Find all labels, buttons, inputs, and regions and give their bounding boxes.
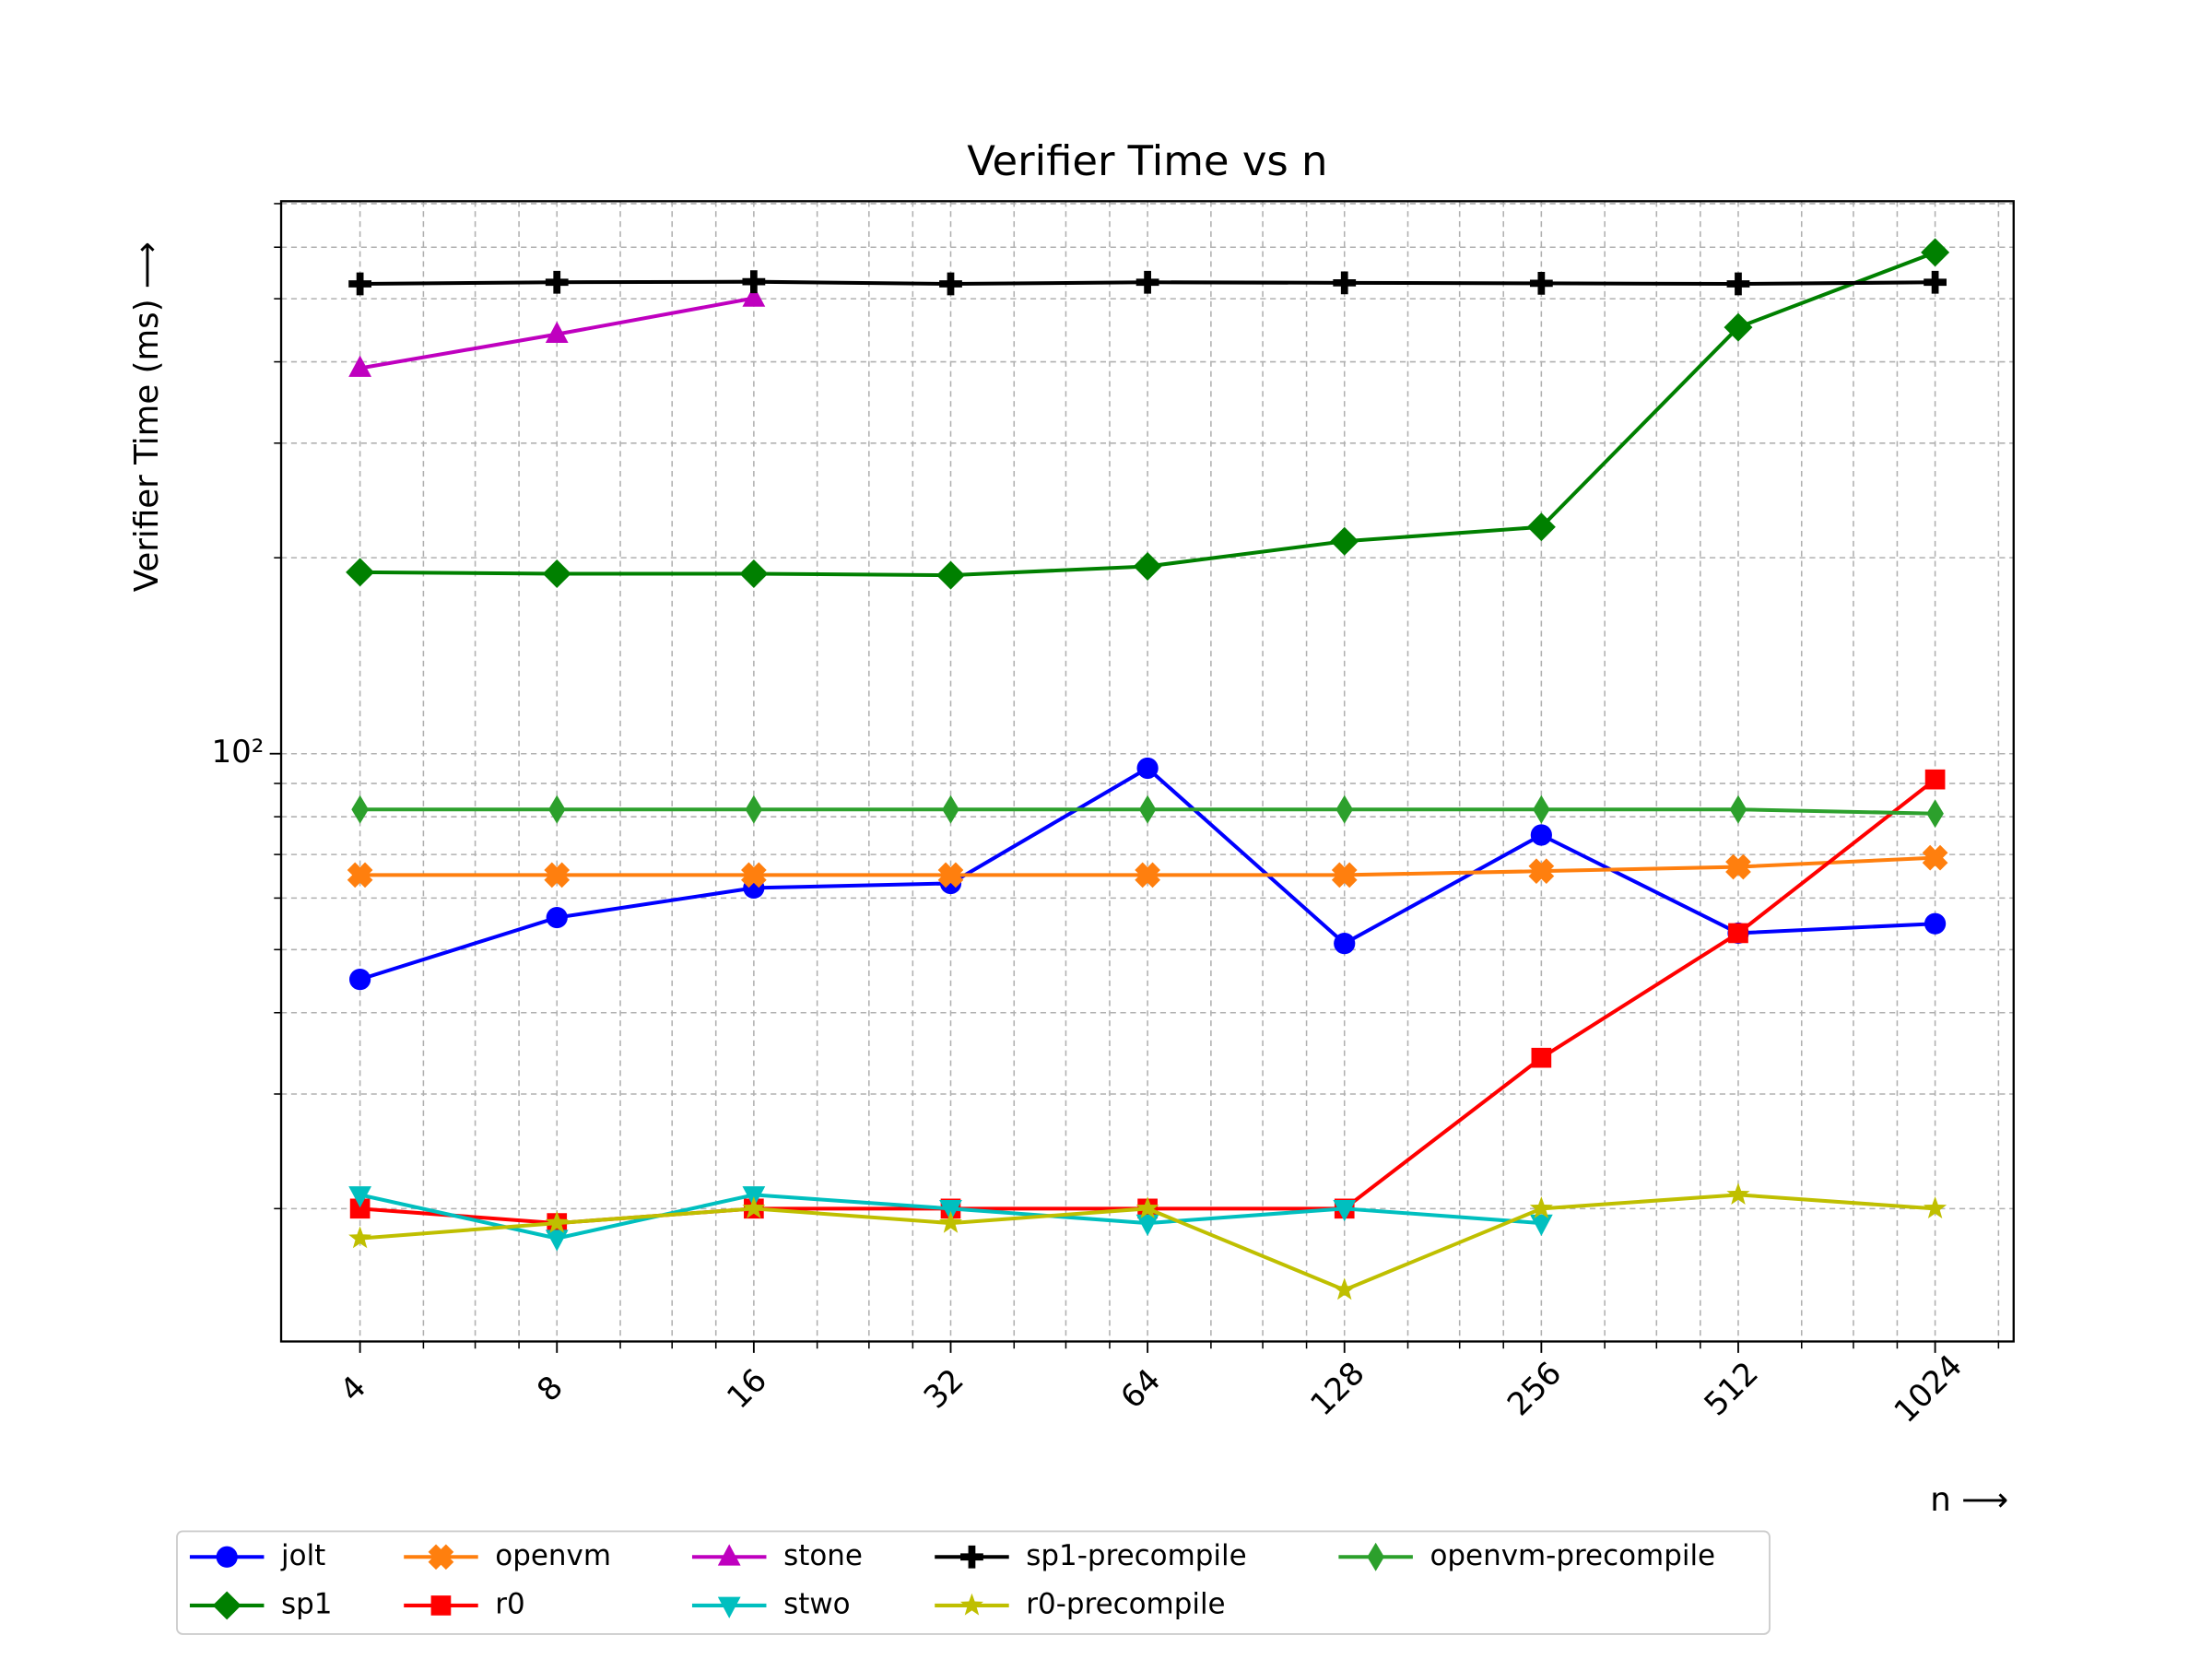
marker [348,1186,372,1208]
marker [1921,238,1950,267]
marker [1725,853,1751,880]
marker [348,355,372,377]
marker [1528,858,1555,885]
marker [1133,552,1162,581]
legend-marker [212,1591,241,1620]
marker [1135,270,1159,294]
legend-marker [717,1544,741,1566]
legend-marker [430,1595,452,1616]
x-tick-label: 32 [917,1362,971,1417]
marker [1330,526,1359,556]
marker [1529,272,1553,295]
y-axis-label: Verifier Time (ms) ⟶ [128,241,166,592]
plot-frame [279,200,2015,1343]
marker [347,862,373,888]
marker [1924,769,1946,790]
x-tick-label: 512 [1698,1355,1766,1423]
x-tick-label: 4 [334,1369,374,1409]
marker [1531,1047,1552,1068]
legend-marker [428,1544,454,1571]
marker [545,270,569,294]
marker [544,862,571,888]
marker [545,1210,569,1233]
legend-marker [1367,1542,1384,1571]
legend-marker [959,1593,983,1616]
marker [1924,1196,1947,1218]
legend-label: jolt [280,1539,325,1572]
marker [547,794,566,824]
x-tick-label: 16 [720,1362,774,1417]
marker [346,558,375,587]
marker [1138,794,1157,824]
y-tick-label: 10² [211,734,264,771]
marker [348,1226,372,1249]
legend-label: sp1 [281,1587,332,1620]
marker [1135,1214,1159,1237]
legend-label: stwo [783,1587,851,1620]
legend-label: r0 [495,1587,524,1620]
x-tick-label: 8 [530,1369,571,1409]
marker [545,321,569,343]
marker [936,560,965,590]
marker [1530,824,1552,846]
marker [741,862,767,888]
marker [745,794,763,824]
legend-label: r0-precompile [1026,1587,1225,1620]
legend-marker [216,1546,238,1568]
legend-label: stone [783,1539,863,1572]
x-tick-label: 128 [1303,1355,1371,1423]
marker [1729,794,1747,824]
x-tick-label: 64 [1113,1362,1168,1417]
marker [349,1198,371,1219]
legend-label: openvm [495,1539,611,1572]
marker [348,272,372,296]
marker [1529,1214,1553,1237]
marker [1333,1277,1357,1300]
marker [1533,794,1550,824]
marker [1726,1182,1750,1206]
marker [1334,933,1356,955]
marker [742,270,766,294]
marker [1135,862,1160,888]
chart-title: Verifier Time vs n [967,136,1327,185]
marker [1333,271,1357,295]
marker [1526,512,1556,542]
marker [1529,1196,1553,1218]
x-tick-label: 256 [1500,1355,1569,1423]
legend-marker [960,1545,983,1569]
marker [1726,272,1750,296]
marker [739,559,769,588]
legend: jolt sp1 openvm r0 stone stwo sp1-precompile r0… [176,1530,1771,1635]
marker [938,1210,962,1233]
marker [351,794,369,824]
marker [942,794,959,824]
marker [1135,1196,1159,1218]
marker [1136,757,1159,780]
marker [542,559,571,588]
x-axis-label: n ⟶ [1930,1481,2008,1519]
marker [1924,270,1947,294]
marker [939,1200,962,1222]
marker [1924,912,1947,935]
marker [546,906,568,929]
marker [1335,794,1354,824]
marker [939,272,962,296]
marker [742,285,766,307]
legend-label: openvm-precompile [1430,1539,1715,1572]
marker [1728,923,1748,944]
marker [1331,862,1358,888]
marker [937,862,964,888]
marker [1724,312,1753,342]
legend-marker [717,1596,741,1618]
marker [742,1196,766,1218]
marker [1926,799,1944,829]
x-tick-label: 1024 [1888,1347,1971,1430]
marker [1333,1200,1357,1222]
marker [545,1230,569,1252]
marker [349,969,371,991]
marker [1922,844,1948,871]
legend-label: sp1-precompile [1026,1539,1246,1572]
